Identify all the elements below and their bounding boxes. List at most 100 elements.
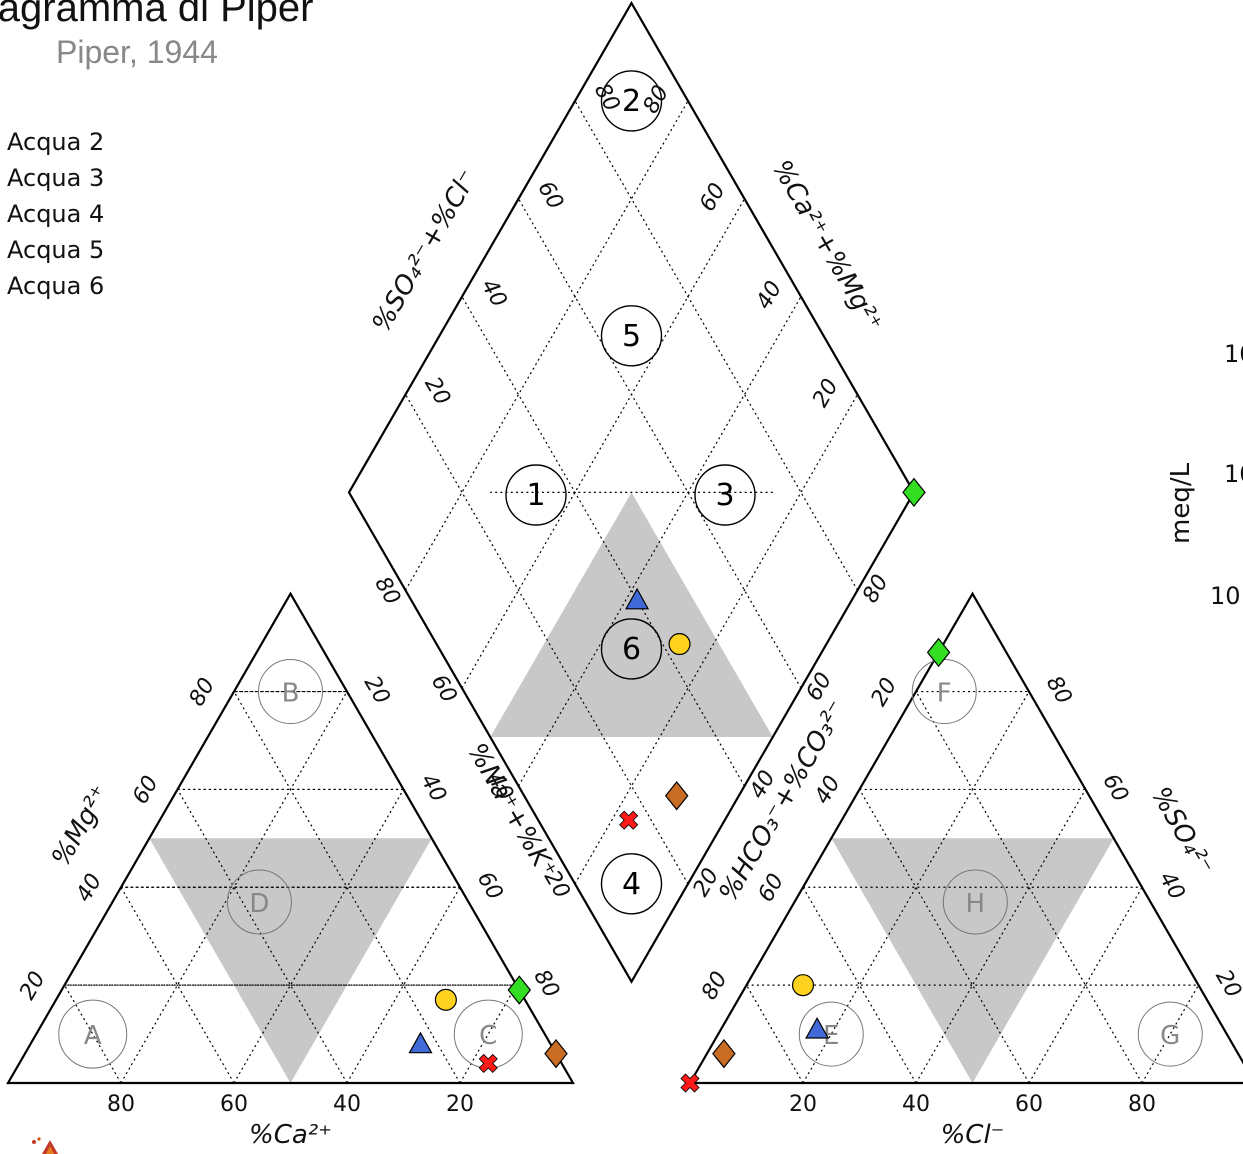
diamond-point-6 [619,810,639,830]
zone-label-g: G [1137,1001,1203,1067]
y-tick-label: 10 [1210,582,1241,610]
svg-text:C: C [479,1021,497,1051]
cation-point-6 [478,1053,498,1073]
y-tick-label: 40 [415,770,451,807]
zone-labels: A B C D E F G H 1 2 3 4 5 6 [58,70,1203,1069]
x-tick-label: 40 [333,1092,361,1117]
anion-x-axis-label: %Cl⁻ [941,1120,1005,1150]
y-tick-label: 40 [1154,868,1190,905]
diamond-point-5 [664,781,689,811]
svg-text:D: D [249,889,269,919]
zone-label-a: A [58,999,128,1069]
y-tick-label: 10 [1224,340,1243,368]
anion-point-6 [680,1073,700,1093]
svg-text:1: 1 [526,478,545,513]
zone-label-3: 3 [694,464,756,526]
concentration-plot-clipped: 10 10 10 meq/L [1160,300,1243,640]
y-tick-label: 80 [528,966,564,1003]
y-tick-label: 40 [476,275,512,312]
zone-label-4: 4 [600,853,663,915]
legend-item-acqua-2[interactable]: Acqua 2 [7,128,105,156]
y-tick-label: 80 [697,968,733,1005]
logo-mark-icon [32,1137,58,1154]
y-tick-label: 40 [810,772,846,809]
svg-text:F: F [937,679,952,709]
cation-point-2 [507,975,532,1005]
zone-label-5: 5 [600,305,663,367]
svg-text:6: 6 [622,632,641,667]
y-tick-label: 60 [754,870,790,907]
diamond-upper-left-axis-label: %SO₄²⁻+%Cl⁻ [367,165,484,337]
anion-point-2 [926,637,951,668]
zone-label-b: B [258,659,323,725]
cation-x-axis-label: %Ca²⁺ [249,1120,332,1150]
anion-triangle-frame [688,591,1243,1085]
zone-label-c: C [453,999,523,1069]
chart-subtitle: Piper, 1944 [56,34,218,70]
x-tick-label: 60 [220,1092,248,1117]
y-tick-label: 60 [472,868,508,905]
y-tick-label: 20 [1210,966,1243,1003]
diamond-frame [347,0,916,984]
zone-label-6: 6 [600,618,663,680]
svg-text:2: 2 [622,84,641,119]
y-tick-label: 20 [808,375,844,412]
y-tick-label: 20 [359,672,395,709]
legend-item-acqua-3[interactable]: Acqua 3 [7,164,105,192]
svg-text:4: 4 [622,867,641,902]
anion-point-4 [805,1016,830,1039]
y-tick-label: 80 [639,81,675,118]
data-points [408,477,951,1093]
y-axis-label: meq/L [1166,462,1196,544]
diamond-point-4 [625,587,650,610]
cation-left-axis-label: %Mg²⁺ [46,780,116,871]
svg-text:A: A [84,1021,102,1051]
y-tick-label: 60 [1097,770,1133,807]
legend: Acqua 2 Acqua 3 Acqua 4 Acqua 5 Acqua 6 [7,124,104,304]
cation-shaded-zone [149,838,432,1083]
anion-right-axis-label: %SO₄²⁻ [1145,782,1219,880]
zone-label-d: D [226,869,292,935]
anion-point-3 [791,974,815,997]
svg-text:B: B [282,679,300,709]
y-tick-label: 80 [858,571,894,608]
y-tick-label: 80 [589,79,625,116]
plot-frames [6,0,1243,1085]
svg-text:5: 5 [622,319,641,354]
y-tick-label: 80 [185,674,221,711]
zone-label-e: E [798,1001,864,1067]
x-tick-label: 40 [902,1092,930,1117]
svg-text:G: G [1160,1021,1180,1051]
zone-label-h: H [942,869,1008,935]
zone-shading [149,492,1114,1083]
y-tick-label: 40 [752,277,788,314]
zone-label-2: 2 [600,70,663,132]
legend-item-acqua-5[interactable]: Acqua 5 [7,236,105,264]
y-tick-label: 20 [419,373,455,410]
diamond-point-3 [668,633,691,656]
y-tick-label: 60 [532,177,568,214]
y-tick-label: 20 [867,674,903,711]
cation-point-5 [544,1038,568,1069]
y-tick-label: 80 [1041,672,1077,709]
anion-point-5 [712,1038,736,1069]
chart-title: Diagramma di Piper [0,0,314,30]
cation-right-axis-label: %Na⁺+%K⁺ [461,738,563,884]
cation-point-4 [408,1031,433,1054]
svg-text:3: 3 [715,478,734,513]
anion-shaded-zone [831,838,1114,1083]
legend-item-acqua-6[interactable]: Acqua 6 [7,272,105,300]
zone-label-1: 1 [505,464,567,526]
x-tick-label: 80 [1128,1092,1156,1117]
diamond-point-2 [902,477,926,508]
legend-item-acqua-4[interactable]: Acqua 4 [7,200,105,228]
y-tick-label: 60 [128,772,164,809]
y-tick-label: 40 [72,870,108,907]
x-tick-label: 20 [446,1092,474,1117]
diamond-upper-right-axis-label: %Ca²⁺+%Mg²⁺ [766,155,888,337]
x-tick-label: 80 [107,1092,135,1117]
y-tick-label: 10 [1224,460,1243,488]
y-tick-label: 60 [695,179,731,216]
logo [30,1134,60,1154]
